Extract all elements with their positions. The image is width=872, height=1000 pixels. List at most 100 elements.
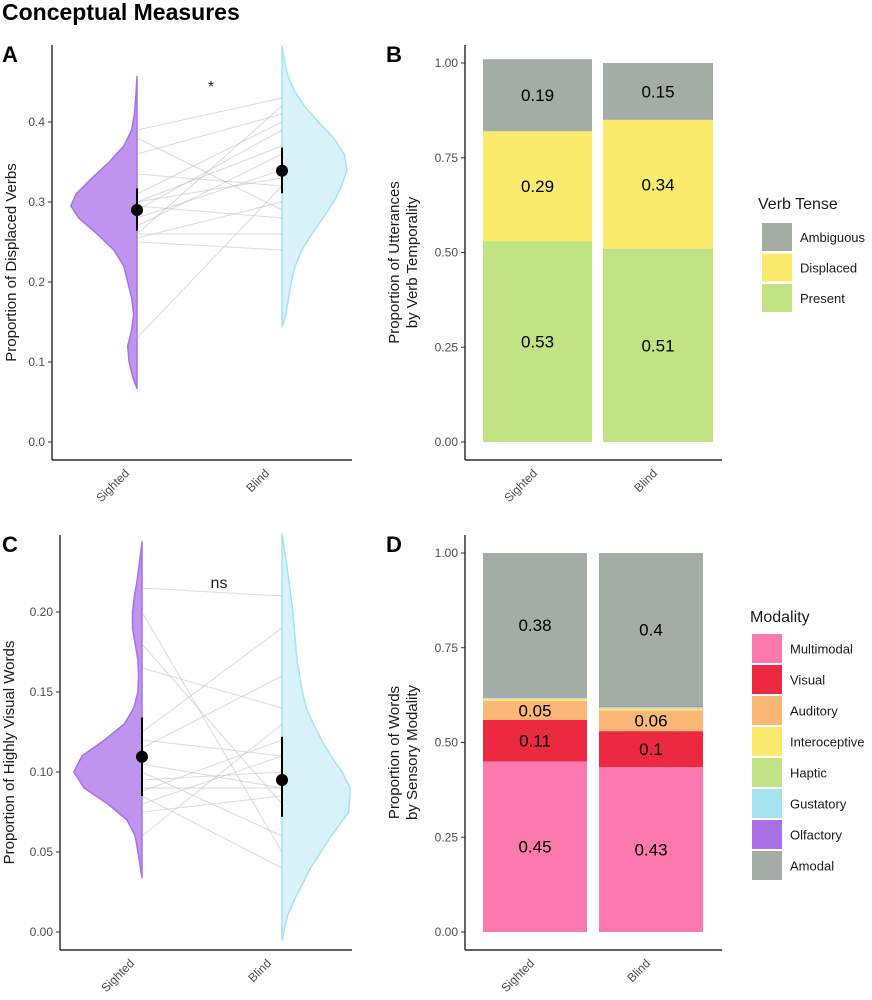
legend-label: Displaced	[800, 261, 857, 276]
bar-segment-multimodal	[599, 767, 703, 932]
legend-label: Multimodal	[790, 642, 853, 657]
y-axis-title: Proportion of Displaced Verbs	[3, 163, 20, 361]
panel-label: D	[386, 532, 402, 557]
panel-a: A 0.0 0.1 0.2 0.3 0.4 Sighted Blind Proportion o…	[2, 42, 352, 505]
y-tick-label: 1.00	[435, 546, 459, 560]
data-label: 0.34	[641, 175, 674, 194]
panel-b: B 0.00 0.25 0.50 0.75 1.00 Sighted Blind Proport…	[386, 42, 866, 505]
violin-blind	[281, 45, 348, 328]
legend-swatch	[752, 851, 782, 880]
panel-label: B	[386, 42, 402, 67]
data-label: 0.15	[641, 82, 674, 101]
significance-label: ns	[211, 575, 228, 592]
panel-c: C 0.00 0.05 0.10 0.15 0.20 Sighted Blind Proport…	[1, 532, 352, 995]
bar-segment-gustatory	[599, 706, 703, 708]
bar-segment-olfactory	[483, 697, 587, 698]
x-tick-label: Blind	[245, 956, 274, 985]
bar-segment-interoceptive	[599, 708, 703, 711]
bar-segment-interoceptive	[483, 699, 587, 701]
panel-label: C	[2, 532, 18, 557]
y-tick-label: 0.15	[30, 685, 54, 699]
y-tick-label: 0.20	[30, 605, 54, 619]
bar-segment-present	[603, 248, 713, 442]
legend-swatch	[752, 820, 782, 849]
legend-label: Amodal	[790, 859, 834, 874]
x-tick-label: Sighted	[501, 466, 540, 505]
y-tick-label: 1.00	[435, 56, 459, 70]
y-axis-title: Proportion of Wordsby Sensory Modality	[386, 684, 421, 820]
y-tick-label: 0.1	[28, 355, 45, 369]
bar-segment-displaced	[483, 131, 592, 242]
subject-line	[141, 795, 283, 813]
y-axis-title-line: Proportion of Displaced Verbs	[3, 163, 20, 361]
subject-line	[136, 173, 283, 187]
figure-title: Conceptual Measures	[2, 0, 240, 25]
subject-line	[141, 667, 283, 709]
bar-segment-ambiguous	[483, 59, 592, 132]
legend-title: Modality	[750, 609, 810, 626]
subject-line	[141, 627, 283, 733]
legend-label: Haptic	[790, 766, 827, 781]
bar-segment-amodal	[599, 553, 703, 707]
y-axis-title: Proportion of Highly Visual Words	[1, 641, 18, 865]
bar-segment-visual	[483, 719, 587, 762]
mean-point-sighted	[131, 204, 143, 216]
legend-swatch	[762, 284, 792, 312]
bar-segment-ambiguous	[603, 63, 713, 120]
data-label: 0.06	[634, 712, 667, 731]
x-tick-label: Sighted	[498, 956, 537, 995]
violin-blind	[281, 532, 351, 941]
data-label: 0.19	[521, 86, 554, 105]
subject-line	[136, 153, 283, 227]
data-label: 0.1	[639, 740, 663, 759]
subject-line	[141, 771, 283, 781]
subject-line	[141, 643, 283, 805]
violin-sighted	[73, 540, 143, 879]
legend-label: Olfactory	[790, 828, 843, 843]
y-tick-label: 0.25	[435, 830, 459, 844]
significance-label: *	[208, 79, 214, 96]
y-tick-label: 0.75	[435, 641, 459, 655]
bar-segment-gustatory	[483, 697, 587, 699]
x-tick-label: Blind	[624, 956, 653, 985]
y-axis-title-line: by Sensory Modality	[404, 684, 421, 820]
bar-segment-haptic	[483, 698, 587, 700]
bar-segment-multimodal	[483, 761, 587, 932]
mean-point-blind	[276, 774, 288, 786]
data-label: 0.53	[521, 333, 554, 352]
mean-point-blind	[276, 164, 288, 177]
subject-line	[136, 113, 283, 155]
legend-swatch	[752, 665, 782, 694]
subject-line	[136, 201, 283, 239]
bar-segment-haptic	[599, 707, 703, 709]
legend-label: Visual	[790, 673, 825, 688]
legend-swatch	[752, 758, 782, 787]
y-axis-title-line: by Verb Temporality	[404, 196, 421, 328]
data-label: 0.38	[518, 616, 551, 635]
subject-line	[136, 145, 283, 203]
data-label: 0.51	[641, 336, 674, 355]
panel-label: A	[2, 42, 18, 67]
data-label: 0.43	[634, 841, 667, 860]
y-axis-title-line: Proportion of Highly Visual Words	[1, 641, 18, 865]
y-tick-label: 0.10	[30, 765, 54, 779]
subject-line	[141, 739, 283, 757]
y-tick-label: 0.05	[30, 845, 54, 859]
legend-label: Present	[800, 291, 845, 306]
y-tick-label: 0.4	[28, 115, 45, 129]
data-label: 0.05	[518, 701, 551, 720]
x-tick-label: Sighted	[98, 956, 137, 995]
subject-line	[136, 185, 283, 339]
subject-line	[141, 739, 283, 792]
y-tick-label: 0.2	[28, 275, 45, 289]
bar-segment-auditory	[483, 700, 587, 720]
subject-line	[136, 241, 283, 251]
legend-label: Ambiguous	[800, 230, 866, 245]
legend-title: Verb Tense	[758, 196, 838, 213]
y-tick-label: 0.25	[435, 340, 459, 354]
x-tick-label: Blind	[631, 466, 660, 495]
subject-line	[136, 121, 283, 195]
subject-line	[141, 723, 283, 837]
bar-segment-amodal	[483, 553, 587, 698]
